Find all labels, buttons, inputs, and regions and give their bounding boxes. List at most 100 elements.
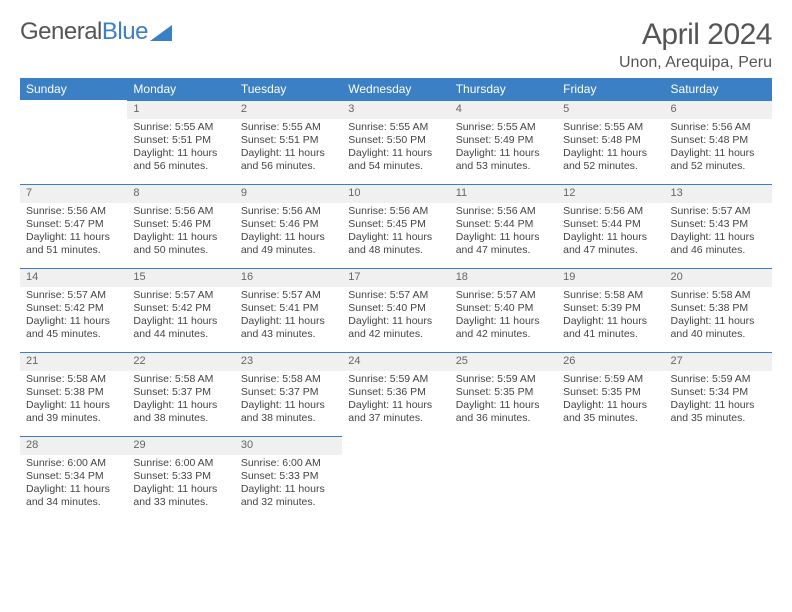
daylight-line: Daylight: 11 hours and 56 minutes. bbox=[133, 147, 228, 173]
sunset-line: Sunset: 5:47 PM bbox=[26, 218, 121, 231]
sunset-line: Sunset: 5:39 PM bbox=[563, 302, 658, 315]
sunset-line: Sunset: 5:42 PM bbox=[26, 302, 121, 315]
day-number: 13 bbox=[665, 184, 772, 203]
day-number: 29 bbox=[127, 436, 234, 455]
daylight-line: Daylight: 11 hours and 54 minutes. bbox=[348, 147, 443, 173]
day-body: Sunrise: 5:55 AMSunset: 5:50 PMDaylight:… bbox=[342, 119, 449, 178]
day-number: 4 bbox=[450, 100, 557, 119]
day-number: 25 bbox=[450, 352, 557, 371]
sunset-line: Sunset: 5:44 PM bbox=[563, 218, 658, 231]
daylight-line: Daylight: 11 hours and 42 minutes. bbox=[348, 315, 443, 341]
calendar-cell-empty bbox=[342, 436, 449, 520]
sunset-line: Sunset: 5:42 PM bbox=[133, 302, 228, 315]
calendar-cell-empty bbox=[20, 100, 127, 184]
calendar-cell-empty bbox=[450, 436, 557, 520]
daylight-line: Daylight: 11 hours and 43 minutes. bbox=[241, 315, 336, 341]
day-body: Sunrise: 5:56 AMSunset: 5:47 PMDaylight:… bbox=[20, 203, 127, 262]
day-body: Sunrise: 5:55 AMSunset: 5:48 PMDaylight:… bbox=[557, 119, 664, 178]
day-body: Sunrise: 6:00 AMSunset: 5:33 PMDaylight:… bbox=[127, 455, 234, 514]
calendar-cell-empty bbox=[557, 436, 664, 520]
weekday-header: Tuesday bbox=[235, 78, 342, 100]
day-number: 12 bbox=[557, 184, 664, 203]
calendar-cell: 29Sunrise: 6:00 AMSunset: 5:33 PMDayligh… bbox=[127, 436, 234, 520]
day-number: 6 bbox=[665, 100, 772, 119]
sunset-line: Sunset: 5:40 PM bbox=[348, 302, 443, 315]
daylight-line: Daylight: 11 hours and 39 minutes. bbox=[26, 399, 121, 425]
sunrise-line: Sunrise: 6:00 AM bbox=[241, 457, 336, 470]
daylight-line: Daylight: 11 hours and 49 minutes. bbox=[241, 231, 336, 257]
sunrise-line: Sunrise: 5:59 AM bbox=[563, 373, 658, 386]
day-number: 27 bbox=[665, 352, 772, 371]
sunset-line: Sunset: 5:49 PM bbox=[456, 134, 551, 147]
calendar-cell: 2Sunrise: 5:55 AMSunset: 5:51 PMDaylight… bbox=[235, 100, 342, 184]
calendar-cell: 7Sunrise: 5:56 AMSunset: 5:47 PMDaylight… bbox=[20, 184, 127, 268]
day-number: 28 bbox=[20, 436, 127, 455]
sunrise-line: Sunrise: 6:00 AM bbox=[26, 457, 121, 470]
daylight-line: Daylight: 11 hours and 35 minutes. bbox=[563, 399, 658, 425]
daylight-line: Daylight: 11 hours and 44 minutes. bbox=[133, 315, 228, 341]
sunrise-line: Sunrise: 5:57 AM bbox=[26, 289, 121, 302]
sunset-line: Sunset: 5:48 PM bbox=[671, 134, 766, 147]
day-body: Sunrise: 5:59 AMSunset: 5:34 PMDaylight:… bbox=[665, 371, 772, 430]
day-number: 17 bbox=[342, 268, 449, 287]
daylight-line: Daylight: 11 hours and 52 minutes. bbox=[563, 147, 658, 173]
daylight-line: Daylight: 11 hours and 38 minutes. bbox=[241, 399, 336, 425]
weekday-header: Friday bbox=[557, 78, 664, 100]
sunset-line: Sunset: 5:33 PM bbox=[241, 470, 336, 483]
sunrise-line: Sunrise: 5:59 AM bbox=[348, 373, 443, 386]
calendar-cell: 6Sunrise: 5:56 AMSunset: 5:48 PMDaylight… bbox=[665, 100, 772, 184]
weekday-header: Thursday bbox=[450, 78, 557, 100]
day-number: 20 bbox=[665, 268, 772, 287]
daylight-line: Daylight: 11 hours and 40 minutes. bbox=[671, 315, 766, 341]
sunrise-line: Sunrise: 5:59 AM bbox=[456, 373, 551, 386]
sunset-line: Sunset: 5:48 PM bbox=[563, 134, 658, 147]
day-number: 5 bbox=[557, 100, 664, 119]
day-number: 15 bbox=[127, 268, 234, 287]
calendar-cell: 18Sunrise: 5:57 AMSunset: 5:40 PMDayligh… bbox=[450, 268, 557, 352]
calendar-cell: 10Sunrise: 5:56 AMSunset: 5:45 PMDayligh… bbox=[342, 184, 449, 268]
calendar-cell: 26Sunrise: 5:59 AMSunset: 5:35 PMDayligh… bbox=[557, 352, 664, 436]
sunset-line: Sunset: 5:34 PM bbox=[26, 470, 121, 483]
daylight-line: Daylight: 11 hours and 36 minutes. bbox=[456, 399, 551, 425]
daylight-line: Daylight: 11 hours and 48 minutes. bbox=[348, 231, 443, 257]
sunset-line: Sunset: 5:37 PM bbox=[241, 386, 336, 399]
weekday-header: Monday bbox=[127, 78, 234, 100]
calendar-cell: 8Sunrise: 5:56 AMSunset: 5:46 PMDaylight… bbox=[127, 184, 234, 268]
sunrise-line: Sunrise: 5:58 AM bbox=[26, 373, 121, 386]
day-body: Sunrise: 5:56 AMSunset: 5:46 PMDaylight:… bbox=[127, 203, 234, 262]
weekday-header: Wednesday bbox=[342, 78, 449, 100]
logo-word-2: Blue bbox=[102, 18, 148, 46]
day-body: Sunrise: 5:58 AMSunset: 5:37 PMDaylight:… bbox=[127, 371, 234, 430]
sunset-line: Sunset: 5:50 PM bbox=[348, 134, 443, 147]
daylight-line: Daylight: 11 hours and 32 minutes. bbox=[241, 483, 336, 509]
logo-triangle-icon bbox=[150, 23, 172, 41]
daylight-line: Daylight: 11 hours and 46 minutes. bbox=[671, 231, 766, 257]
calendar-cell: 5Sunrise: 5:55 AMSunset: 5:48 PMDaylight… bbox=[557, 100, 664, 184]
calendar-cell: 4Sunrise: 5:55 AMSunset: 5:49 PMDaylight… bbox=[450, 100, 557, 184]
weekday-header: Sunday bbox=[20, 78, 127, 100]
calendar-row: 14Sunrise: 5:57 AMSunset: 5:42 PMDayligh… bbox=[20, 268, 772, 352]
day-number: 30 bbox=[235, 436, 342, 455]
sunrise-line: Sunrise: 5:56 AM bbox=[241, 205, 336, 218]
daylight-line: Daylight: 11 hours and 37 minutes. bbox=[348, 399, 443, 425]
sunset-line: Sunset: 5:38 PM bbox=[671, 302, 766, 315]
sunrise-line: Sunrise: 5:55 AM bbox=[241, 121, 336, 134]
title-block: April 2024 Unon, Arequipa, Peru bbox=[619, 18, 772, 72]
day-body: Sunrise: 5:57 AMSunset: 5:40 PMDaylight:… bbox=[450, 287, 557, 346]
sunrise-line: Sunrise: 5:57 AM bbox=[671, 205, 766, 218]
day-number: 7 bbox=[20, 184, 127, 203]
day-number: 19 bbox=[557, 268, 664, 287]
sunset-line: Sunset: 5:34 PM bbox=[671, 386, 766, 399]
calendar-cell: 17Sunrise: 5:57 AMSunset: 5:40 PMDayligh… bbox=[342, 268, 449, 352]
daylight-line: Daylight: 11 hours and 35 minutes. bbox=[671, 399, 766, 425]
sunrise-line: Sunrise: 5:55 AM bbox=[563, 121, 658, 134]
day-body: Sunrise: 5:59 AMSunset: 5:35 PMDaylight:… bbox=[450, 371, 557, 430]
day-number: 14 bbox=[20, 268, 127, 287]
day-number: 10 bbox=[342, 184, 449, 203]
calendar-row: 1Sunrise: 5:55 AMSunset: 5:51 PMDaylight… bbox=[20, 100, 772, 184]
sunset-line: Sunset: 5:46 PM bbox=[241, 218, 336, 231]
sunrise-line: Sunrise: 6:00 AM bbox=[133, 457, 228, 470]
daylight-line: Daylight: 11 hours and 56 minutes. bbox=[241, 147, 336, 173]
sunrise-line: Sunrise: 5:59 AM bbox=[671, 373, 766, 386]
daylight-line: Daylight: 11 hours and 51 minutes. bbox=[26, 231, 121, 257]
